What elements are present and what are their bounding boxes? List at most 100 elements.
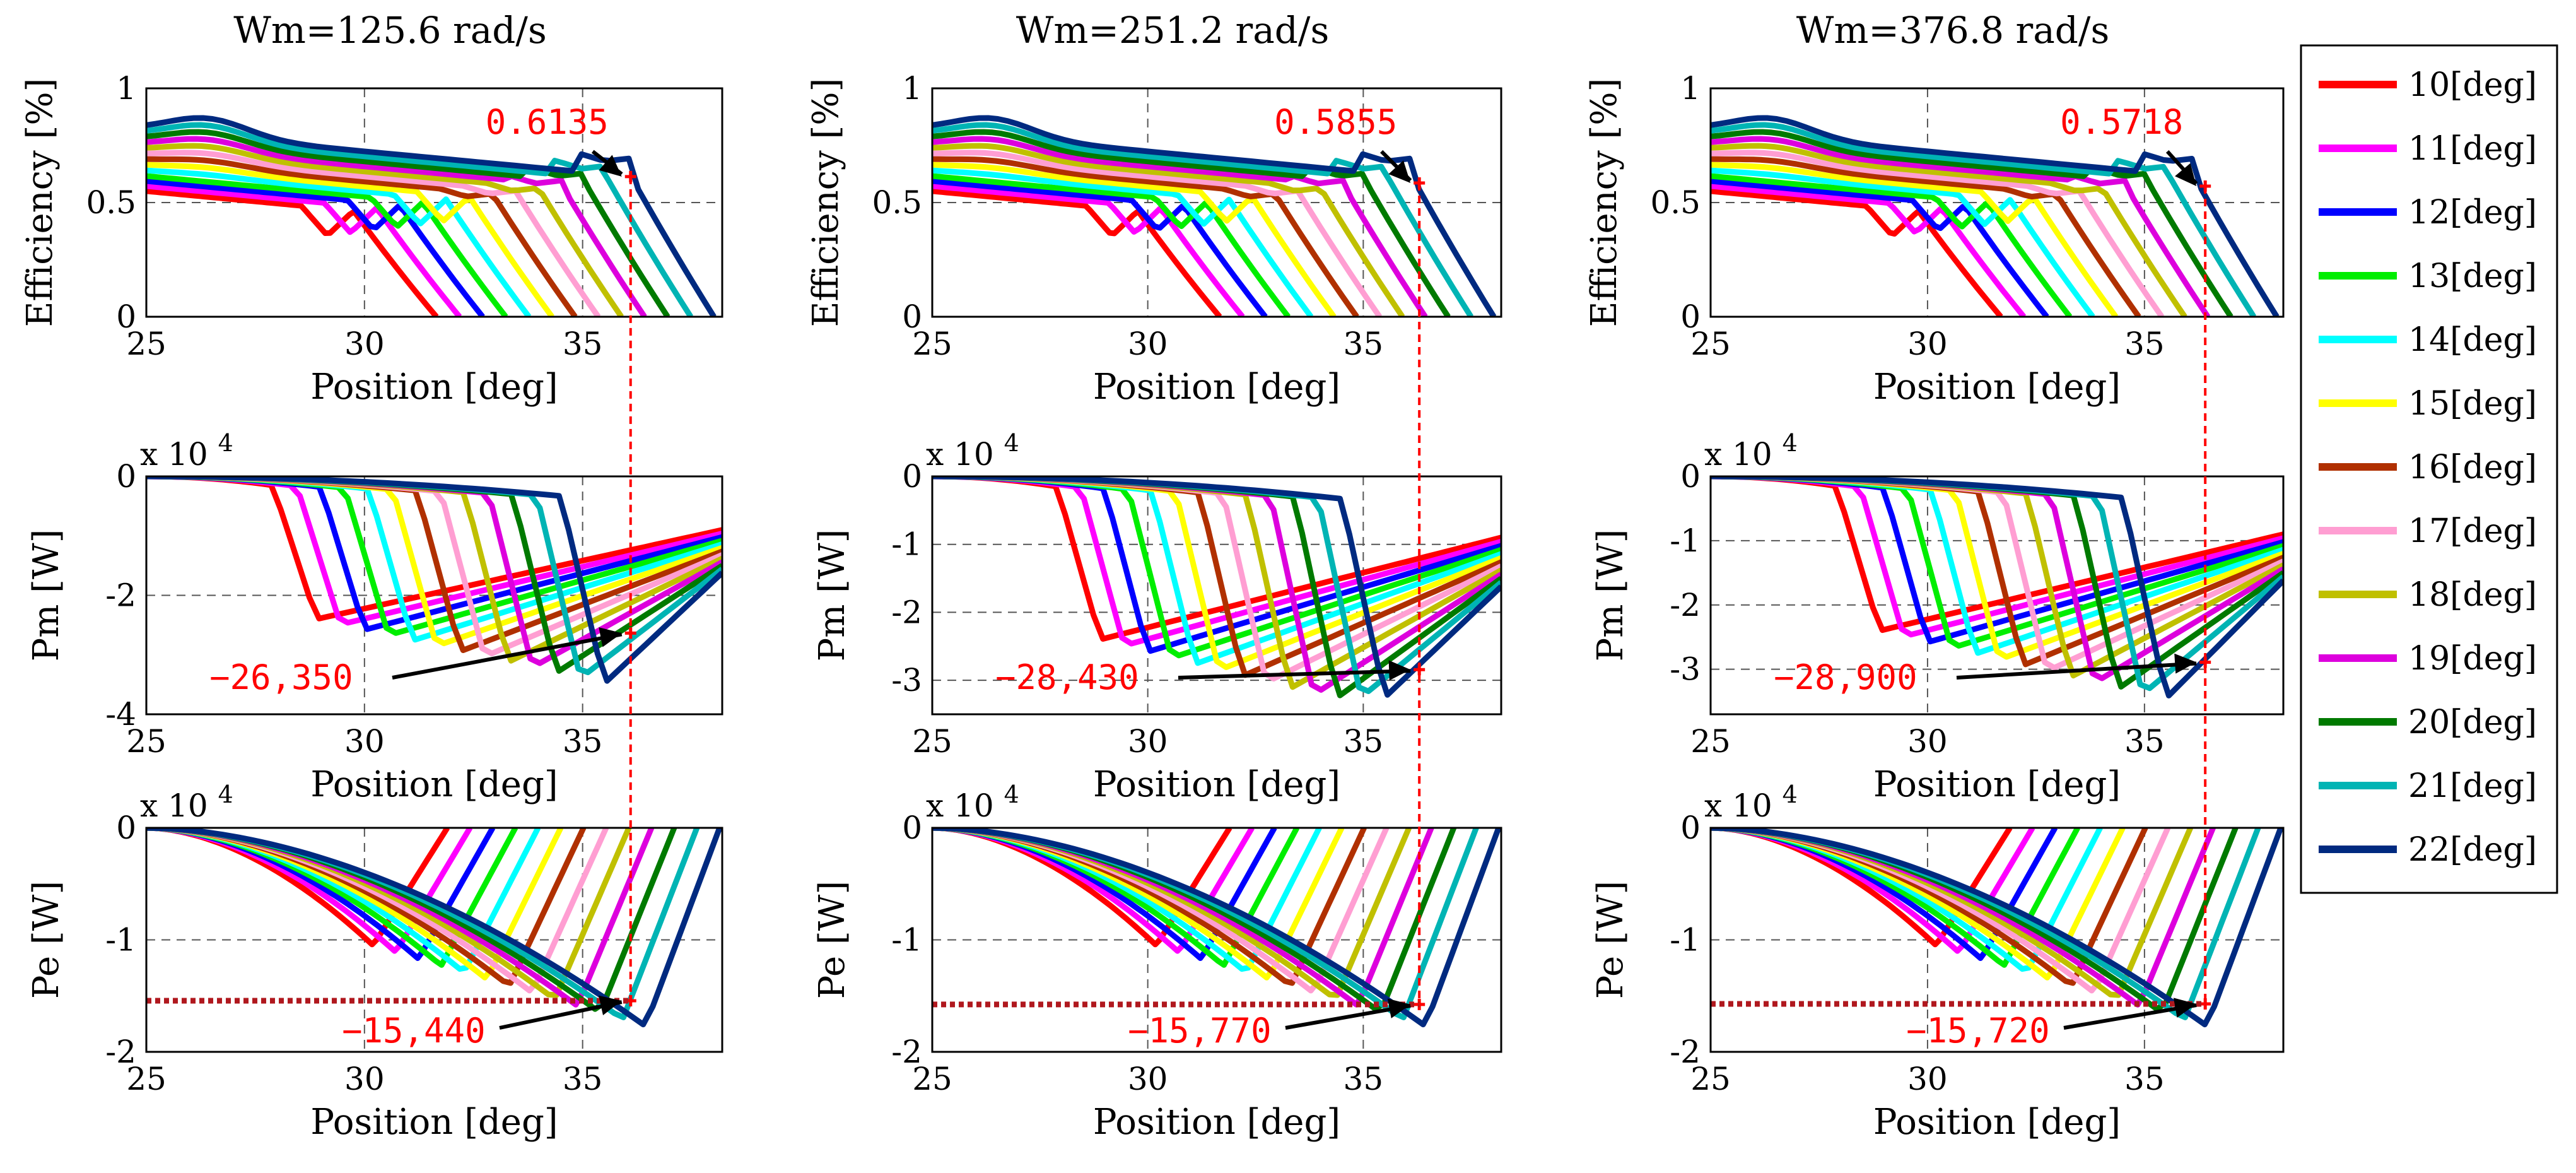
series-line-15[deg] xyxy=(146,162,554,317)
series-line-22[deg] xyxy=(146,476,722,684)
annotation-arrow xyxy=(2063,1003,2197,1030)
series-line-10[deg] xyxy=(932,188,1222,317)
y-axis-label: Pm [W] xyxy=(812,529,853,662)
subplot-col2-row0: 25 30 35 0 0.5 1 0.5718 Position [deg] Efficienc… xyxy=(1584,9,2285,408)
series-line-22[deg] xyxy=(1711,476,2283,698)
legend-entry-label: 15[deg] xyxy=(2408,385,2537,423)
x-axis-label: Position [deg] xyxy=(310,367,558,408)
annotation-label: 0.5718 xyxy=(2060,102,2183,142)
series-line-22[deg] xyxy=(932,476,1501,698)
series-line-22[deg] xyxy=(932,828,1501,1028)
series-line-21[deg] xyxy=(1711,476,2283,692)
column-title: Wm=251.2 rad/s xyxy=(1016,9,1329,52)
axes-frame xyxy=(145,475,723,716)
series-line-15[deg] xyxy=(1711,162,2119,317)
highlight-marker xyxy=(1414,998,1426,1010)
y-tick-label: -1 xyxy=(891,922,922,958)
y-tick-label: -3 xyxy=(1670,651,1701,688)
y-tick-label: 0 xyxy=(116,810,136,846)
x-tick-label: 30 xyxy=(1128,723,1168,760)
y-axis-label: Pm [W] xyxy=(26,529,67,662)
annotation-arrowhead xyxy=(2175,163,2197,187)
x-tick-label: 25 xyxy=(1690,723,1731,760)
y-tick-label: 1 xyxy=(1680,70,1701,107)
subplot-col0-row2: 25 30 35 -2 -1 0 −15,440 x 10 4 Position [deg] Pe… xyxy=(26,781,723,1143)
x-tick-label: 35 xyxy=(563,723,603,760)
annotation-label: −26,350 xyxy=(209,657,353,697)
series-line-20[deg] xyxy=(932,129,1451,317)
series-line-17[deg] xyxy=(932,150,1383,317)
annotation-arrowhead xyxy=(599,627,622,647)
annotation-arrowhead xyxy=(599,995,622,1016)
series-line-22[deg] xyxy=(1711,115,2280,317)
legend-entry-label: 11[deg] xyxy=(2408,130,2537,168)
series-line-18[deg] xyxy=(1711,143,2187,317)
legend-entry-label: 12[deg] xyxy=(2408,194,2537,232)
y-axis-label: Pe [W] xyxy=(26,881,67,999)
legend-entry-label: 16[deg] xyxy=(2408,449,2537,486)
x-tick-label: 25 xyxy=(126,326,167,362)
series-line-21[deg] xyxy=(146,122,693,317)
x-tick-label: 25 xyxy=(912,1061,952,1097)
series-line-16[deg] xyxy=(146,156,578,317)
subplot-col1-row0: 25 30 35 0 0.5 1 0.5855 Position [deg] Efficienc… xyxy=(805,9,1502,408)
x-tick-label: 30 xyxy=(344,326,385,362)
x-axis-label: Position [deg] xyxy=(1093,367,1340,408)
legend-entry-label: 19[deg] xyxy=(2408,640,2537,678)
series-line-20[deg] xyxy=(146,129,670,317)
series-line-17[deg] xyxy=(1711,150,2165,317)
x-tick-label: 30 xyxy=(344,1061,385,1097)
x-tick-label: 35 xyxy=(1344,326,1384,362)
series-line-10[deg] xyxy=(146,188,439,317)
y-axis-label: Pm [W] xyxy=(1590,529,1631,662)
y-tick-label: 0 xyxy=(116,458,136,495)
legend-entry-label: 10[deg] xyxy=(2408,66,2537,104)
y-tick-label: -2 xyxy=(1670,587,1701,623)
y-tick-label: 0 xyxy=(902,298,922,335)
series-line-13[deg] xyxy=(932,173,1291,317)
y-tick-label: 0 xyxy=(116,298,136,335)
series-line-22[deg] xyxy=(932,115,1497,317)
annotation-arrow xyxy=(1956,661,2197,680)
y-axis-label: Pe [W] xyxy=(812,881,853,999)
annotation-label: 0.5855 xyxy=(1274,102,1397,142)
annotation-label: 0.6135 xyxy=(486,102,609,142)
x-tick-label: 35 xyxy=(2124,1061,2165,1097)
series-line-14[deg] xyxy=(932,167,1314,317)
x-axis-label: Position [deg] xyxy=(1873,1102,2121,1143)
subplot-col2-row1: 25 30 35 -3 -2 -1 0 −28,900 x 10 4 Position [deg]… xyxy=(1590,429,2285,805)
series-line-15[deg] xyxy=(932,162,1337,317)
x-tick-label: 35 xyxy=(2124,723,2165,760)
series-line-12[deg] xyxy=(146,178,485,317)
y-tick-label: -4 xyxy=(105,696,136,733)
series-group xyxy=(146,476,722,684)
axis-multiplier: x 10 4 xyxy=(1704,781,1798,824)
series-line-11[deg] xyxy=(146,183,462,317)
x-tick-label: 35 xyxy=(563,1061,603,1097)
annotation-label: −28,900 xyxy=(1774,657,1917,697)
x-tick-label: 30 xyxy=(1907,723,1948,760)
annotation-label: −15,720 xyxy=(1906,1011,2050,1051)
x-tick-label: 25 xyxy=(1690,326,1731,362)
series-line-16[deg] xyxy=(932,156,1359,317)
y-tick-label: -2 xyxy=(105,1034,136,1070)
x-axis-label: Position [deg] xyxy=(310,764,558,805)
y-tick-label: -1 xyxy=(1670,922,1701,958)
x-tick-label: 25 xyxy=(126,1061,167,1097)
annotation-label: −15,440 xyxy=(342,1011,486,1051)
x-tick-label: 30 xyxy=(1128,326,1168,362)
x-tick-label: 35 xyxy=(563,326,603,362)
series-line-20[deg] xyxy=(1711,129,2234,317)
legend-entry-label: 21[deg] xyxy=(2408,767,2537,805)
legend-entry-label: 20[deg] xyxy=(2408,704,2537,741)
series-line-10[deg] xyxy=(1711,188,2003,317)
y-tick-label: 0 xyxy=(1680,810,1701,846)
x-tick-label: 35 xyxy=(1344,1061,1384,1097)
y-tick-label: -1 xyxy=(1670,522,1701,559)
series-line-21[deg] xyxy=(932,122,1474,317)
x-axis-label: Position [deg] xyxy=(1093,764,1340,805)
axis-multiplier: x 10 4 xyxy=(926,429,1019,473)
y-tick-label: -2 xyxy=(891,1034,922,1070)
x-tick-label: 30 xyxy=(344,723,385,760)
legend: 10[deg] 11[deg] 12[deg] 13[deg] 14[deg] 15[de… xyxy=(2300,44,2558,894)
